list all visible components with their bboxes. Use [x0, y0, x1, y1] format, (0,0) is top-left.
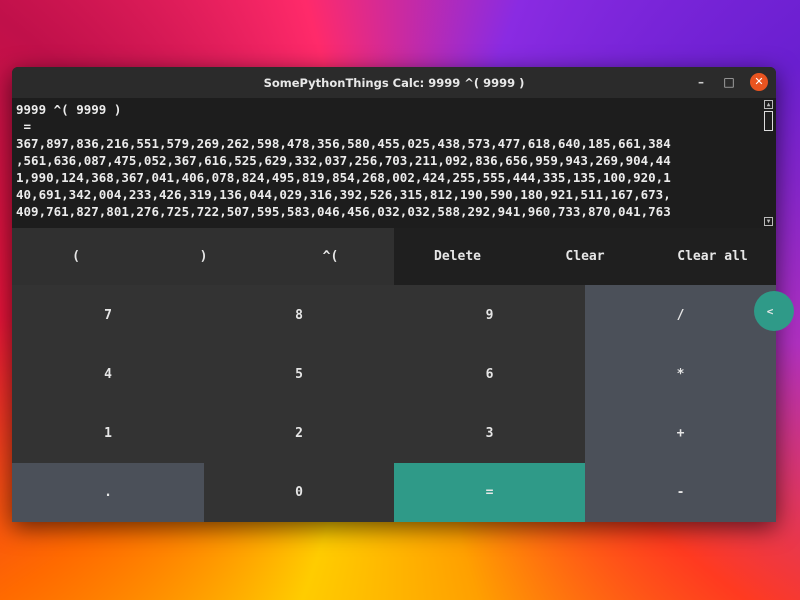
equals-button[interactable]: = — [394, 463, 585, 522]
minimize-icon[interactable]: – — [698, 75, 704, 89]
digit-4-button[interactable]: 4 — [12, 345, 204, 404]
minus-button[interactable]: - — [585, 463, 776, 522]
result-display[interactable]: 9999 ^( 9999 ) = 367,897,836,216,551,579,… — [12, 98, 776, 228]
digit-7-button[interactable]: 7 — [12, 285, 204, 345]
side-panel-toggle[interactable]: < — [754, 291, 794, 331]
output-line: 367,897,836,216,551,579,269,262,598,478,… — [16, 136, 671, 151]
open-paren-button[interactable]: ( — [12, 228, 140, 285]
output-line: 40,691,342,004,233,426,319,136,044,029,3… — [16, 187, 671, 202]
delete-button[interactable]: Delete — [394, 228, 521, 285]
divide-button[interactable]: / — [585, 285, 776, 345]
output-line: 9999 ^( 9999 ) — [16, 102, 122, 117]
clear-button[interactable]: Clear — [521, 228, 649, 285]
scroll-up-icon[interactable]: ▲ — [764, 100, 773, 109]
clear-all-button[interactable]: Clear all — [649, 228, 776, 285]
digit-6-button[interactable]: 6 — [394, 345, 585, 404]
output-line: = — [16, 119, 32, 134]
title-bar: SomePythonThings Calc: 9999 ^( 9999 ) – … — [12, 67, 776, 98]
maximize-icon[interactable]: □ — [723, 75, 735, 89]
output-line: 1,990,124,368,367,041,406,078,824,495,81… — [16, 170, 671, 185]
output-line: ,561,636,087,475,052,367,616,525,629,332… — [16, 153, 671, 168]
calculator-window: SomePythonThings Calc: 9999 ^( 9999 ) – … — [12, 67, 776, 522]
power-button[interactable]: ^( — [267, 228, 394, 285]
scroll-thumb[interactable] — [764, 111, 773, 131]
chevron-left-icon: < — [766, 304, 774, 318]
multiply-button[interactable]: * — [585, 345, 776, 404]
output-line: 409,761,827,801,276,725,722,507,595,583,… — [16, 204, 671, 219]
scroll-down-icon[interactable]: ▼ — [764, 217, 773, 226]
digit-1-button[interactable]: 1 — [12, 404, 204, 463]
vertical-scrollbar[interactable]: ▲ ▼ — [762, 98, 776, 228]
close-paren-button[interactable]: ) — [140, 228, 267, 285]
digit-8-button[interactable]: 8 — [204, 285, 394, 345]
decimal-button[interactable]: . — [12, 463, 204, 522]
digit-2-button[interactable]: 2 — [204, 404, 394, 463]
window-title: SomePythonThings Calc: 9999 ^( 9999 ) — [263, 75, 525, 90]
digit-0-button[interactable]: 0 — [204, 463, 394, 522]
close-icon[interactable]: ✕ — [750, 73, 768, 91]
plus-button[interactable]: + — [585, 404, 776, 463]
digit-5-button[interactable]: 5 — [204, 345, 394, 404]
digit-3-button[interactable]: 3 — [394, 404, 585, 463]
digit-9-button[interactable]: 9 — [394, 285, 585, 345]
